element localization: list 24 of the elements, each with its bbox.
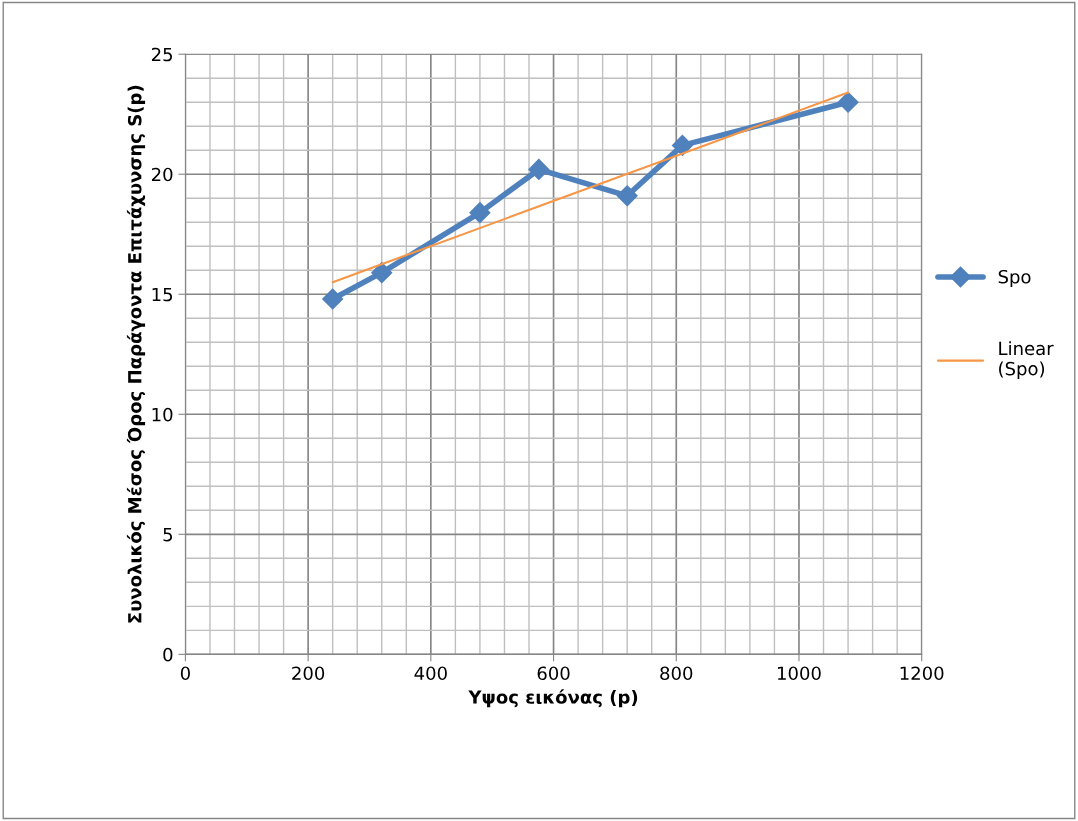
y-tick-label: 5 xyxy=(163,528,173,542)
y-axis-title: Συνολικός Μέσος Όρος Παράγοντα Επιτάχυνσης S(p) xyxy=(126,85,146,623)
x-tick-label: 800 xyxy=(660,666,693,681)
x-tick-label: 200 xyxy=(292,666,325,681)
point xyxy=(371,262,393,284)
x-axis-title: Υψος εικόνας (p) xyxy=(468,689,638,708)
y-tick-label: 15 xyxy=(152,287,173,302)
point xyxy=(469,202,491,224)
point xyxy=(616,185,638,207)
x-tick-label: 1200 xyxy=(900,666,944,681)
x-tick-label: 400 xyxy=(414,666,447,681)
y-tick-label: 20 xyxy=(151,167,173,182)
point xyxy=(671,134,693,156)
legend-label: Spo xyxy=(998,269,1031,288)
legend-label: Linear (Spo) xyxy=(999,341,1054,379)
y-tick-label: 0 xyxy=(163,647,173,662)
x-tick-label: 600 xyxy=(537,666,570,681)
point xyxy=(528,158,550,180)
x-tick-label: 1000 xyxy=(777,666,821,681)
x-tick-label: 0 xyxy=(180,666,190,681)
point xyxy=(837,91,859,113)
point xyxy=(322,288,344,310)
y-tick-label: 25 xyxy=(151,47,173,62)
y-tick-label: 10 xyxy=(152,407,173,422)
